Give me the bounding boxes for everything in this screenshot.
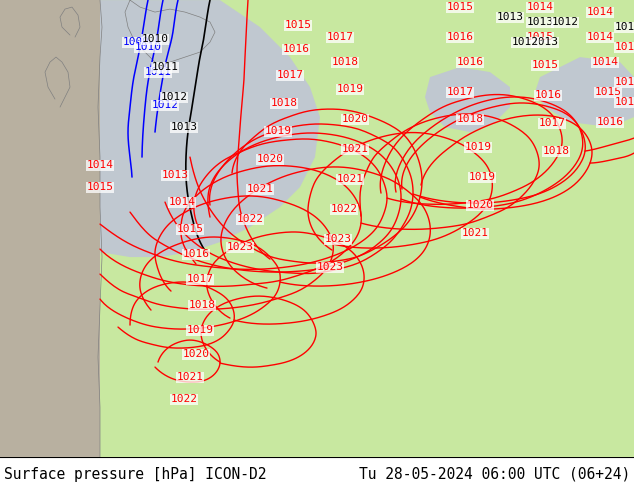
Polygon shape	[535, 57, 634, 127]
Text: 1018: 1018	[543, 146, 569, 156]
Text: 1012: 1012	[512, 37, 538, 47]
Text: 1021: 1021	[342, 144, 368, 154]
Text: 1014: 1014	[586, 32, 614, 42]
Polygon shape	[0, 0, 100, 457]
Text: 1011: 1011	[145, 67, 172, 77]
Text: 1015: 1015	[526, 32, 553, 42]
Text: 1019: 1019	[465, 142, 491, 152]
Text: 1020: 1020	[342, 114, 368, 124]
Text: 1016: 1016	[183, 249, 209, 259]
Text: Tu 28-05-2024 06:00 UTC (06+24): Tu 28-05-2024 06:00 UTC (06+24)	[359, 466, 630, 482]
Text: 1016: 1016	[283, 44, 309, 54]
Text: 1014: 1014	[586, 7, 614, 17]
Text: 1014: 1014	[526, 2, 553, 12]
Polygon shape	[100, 0, 320, 257]
Text: 1018: 1018	[188, 300, 216, 310]
Text: 1015: 1015	[595, 87, 621, 97]
Text: 1013: 1013	[162, 170, 188, 180]
Polygon shape	[425, 67, 510, 132]
Text: 1015: 1015	[531, 60, 559, 70]
Text: 1016: 1016	[456, 57, 484, 67]
Text: 1023: 1023	[226, 242, 254, 252]
Text: 1013: 1013	[171, 122, 198, 132]
Text: 1023: 1023	[325, 234, 351, 244]
Text: 1019: 1019	[337, 84, 363, 94]
Text: 1017: 1017	[538, 118, 566, 128]
Text: 1013: 1013	[614, 22, 634, 32]
Text: 1021: 1021	[337, 174, 363, 184]
Text: 1014: 1014	[169, 197, 195, 207]
Text: 1016: 1016	[597, 117, 623, 127]
Text: 1015: 1015	[285, 20, 311, 30]
Text: 1021: 1021	[247, 184, 273, 194]
Text: 1010: 1010	[141, 34, 169, 44]
Text: 1012: 1012	[152, 100, 179, 110]
Text: 1013: 1013	[526, 17, 553, 27]
Text: 1018: 1018	[271, 98, 297, 108]
Text: 1013: 1013	[531, 37, 559, 47]
Text: 1018: 1018	[614, 97, 634, 107]
Text: 1018: 1018	[456, 114, 484, 124]
Text: 1013: 1013	[614, 42, 634, 52]
Text: 1018: 1018	[332, 57, 358, 67]
Text: 1015: 1015	[446, 2, 474, 12]
Text: 1015: 1015	[176, 224, 204, 234]
Text: 1022: 1022	[330, 204, 358, 214]
Text: 1022: 1022	[236, 214, 264, 224]
Polygon shape	[100, 12, 200, 67]
Text: 1012: 1012	[160, 92, 188, 102]
Text: 1012: 1012	[552, 17, 578, 27]
Polygon shape	[100, 0, 634, 457]
Text: 1013: 1013	[496, 12, 524, 22]
Text: 1021: 1021	[462, 228, 489, 238]
Text: 1019: 1019	[264, 126, 292, 136]
Text: 1019: 1019	[469, 172, 496, 182]
Text: 1011: 1011	[152, 62, 179, 72]
Text: 1014: 1014	[592, 57, 619, 67]
Text: 1015: 1015	[86, 182, 113, 192]
Text: 1017: 1017	[276, 70, 304, 80]
Text: 1020: 1020	[183, 349, 209, 359]
Text: 1022: 1022	[171, 394, 198, 404]
Text: 1018: 1018	[614, 77, 634, 87]
Text: 1016: 1016	[534, 90, 562, 100]
Text: 1020: 1020	[257, 154, 283, 164]
Text: 1017: 1017	[446, 87, 474, 97]
Text: 1021: 1021	[176, 372, 204, 382]
Text: 1019: 1019	[186, 325, 214, 335]
Text: 1023: 1023	[316, 262, 344, 272]
Text: 1016: 1016	[446, 32, 474, 42]
Text: 1009: 1009	[122, 37, 150, 47]
Text: 1010: 1010	[134, 42, 162, 52]
Text: 1017: 1017	[327, 32, 354, 42]
Text: 1017: 1017	[186, 274, 214, 284]
Text: 1014: 1014	[86, 160, 113, 170]
Text: Surface pressure [hPa] ICON-D2: Surface pressure [hPa] ICON-D2	[4, 466, 266, 482]
Text: 1020: 1020	[467, 200, 493, 210]
